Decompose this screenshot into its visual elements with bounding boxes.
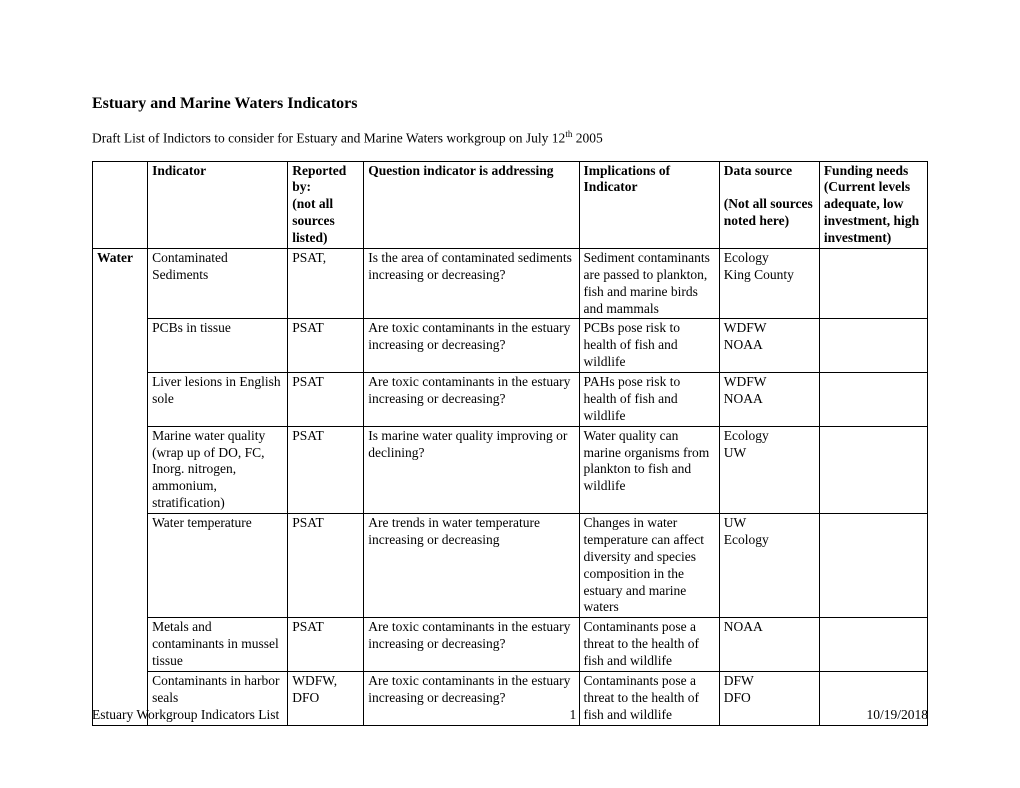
- header-implications: Implications of Indicator: [579, 161, 719, 248]
- page-title: Estuary and Marine Waters Indicators: [92, 95, 928, 113]
- table-body: WaterContaminated SedimentsPSAT,Is the a…: [93, 248, 928, 725]
- cell-question: Are toxic contaminants in the estuary in…: [364, 373, 579, 427]
- cell-reported: PSAT: [288, 426, 364, 513]
- subtitle-post: 2005: [572, 131, 602, 146]
- header-source: Data source(Not all sources noted here): [719, 161, 819, 248]
- cell-question: Are trends in water temperature increasi…: [364, 514, 579, 618]
- table-row: PCBs in tissuePSATAre toxic contaminants…: [93, 319, 928, 373]
- cell-funding: [819, 426, 927, 513]
- table-row: WaterContaminated SedimentsPSAT,Is the a…: [93, 248, 928, 319]
- cell-indicator: Marine water quality (wrap up of DO, FC,…: [148, 426, 288, 513]
- cell-source: WDFWNOAA: [719, 373, 819, 427]
- cell-implications: PAHs pose risk to health of fish and wil…: [579, 373, 719, 427]
- cell-funding: [819, 248, 927, 319]
- cell-source: EcologyKing County: [719, 248, 819, 319]
- cell-source: UWEcology: [719, 514, 819, 618]
- cell-indicator: Liver lesions in English sole: [148, 373, 288, 427]
- cell-implications: PCBs pose risk to health of fish and wil…: [579, 319, 719, 373]
- cell-source: NOAA: [719, 618, 819, 672]
- footer-right: 10/19/2018: [866, 707, 928, 723]
- table-row: Marine water quality (wrap up of DO, FC,…: [93, 426, 928, 513]
- cell-funding: [819, 618, 927, 672]
- table-header-row: Indicator Reported by:(not all sources l…: [93, 161, 928, 248]
- footer-left: Estuary Workgroup Indicators List: [92, 707, 279, 723]
- header-question: Question indicator is addressing: [364, 161, 579, 248]
- indicators-table: Indicator Reported by:(not all sources l…: [92, 161, 928, 726]
- header-reported: Reported by:(not all sources listed): [288, 161, 364, 248]
- cell-implications: Water quality can marine organisms from …: [579, 426, 719, 513]
- header-category: [93, 161, 148, 248]
- header-funding: Funding needs (Current levels adequate, …: [819, 161, 927, 248]
- table-row: Water temperature PSATAre trends in wate…: [93, 514, 928, 618]
- cell-reported: PSAT: [288, 319, 364, 373]
- cell-indicator: PCBs in tissue: [148, 319, 288, 373]
- cell-question: Are toxic contaminants in the estuary in…: [364, 319, 579, 373]
- page-footer: Estuary Workgroup Indicators List 1 10/1…: [92, 707, 928, 723]
- cell-question: Is the area of contaminated sediments in…: [364, 248, 579, 319]
- cell-implications: Sediment contaminants are passed to plan…: [579, 248, 719, 319]
- footer-center: 1: [570, 707, 577, 723]
- cell-funding: [819, 514, 927, 618]
- cell-reported: PSAT: [288, 618, 364, 672]
- header-indicator: Indicator: [148, 161, 288, 248]
- cell-implications: Changes in water temperature can affect …: [579, 514, 719, 618]
- document-page: Estuary and Marine Waters Indicators Dra…: [0, 0, 1020, 788]
- cell-reported: PSAT: [288, 373, 364, 427]
- cell-reported: PSAT,: [288, 248, 364, 319]
- table-row: Liver lesions in English solePSATAre tox…: [93, 373, 928, 427]
- cell-question: Is marine water quality improving or dec…: [364, 426, 579, 513]
- cell-funding: [819, 319, 927, 373]
- cell-category: Water: [93, 248, 148, 725]
- cell-source: WDFWNOAA: [719, 319, 819, 373]
- subtitle: Draft List of Indictors to consider for …: [92, 129, 928, 147]
- cell-indicator: Water temperature: [148, 514, 288, 618]
- cell-implications: Contaminants pose a threat to the health…: [579, 618, 719, 672]
- cell-indicator: Contaminated Sediments: [148, 248, 288, 319]
- table-row: Metals and contaminants in mussel tissue…: [93, 618, 928, 672]
- cell-question: Are toxic contaminants in the estuary in…: [364, 618, 579, 672]
- cell-indicator: Metals and contaminants in mussel tissue: [148, 618, 288, 672]
- cell-funding: [819, 373, 927, 427]
- cell-source: EcologyUW: [719, 426, 819, 513]
- cell-reported: PSAT: [288, 514, 364, 618]
- subtitle-pre: Draft List of Indictors to consider for …: [92, 131, 565, 146]
